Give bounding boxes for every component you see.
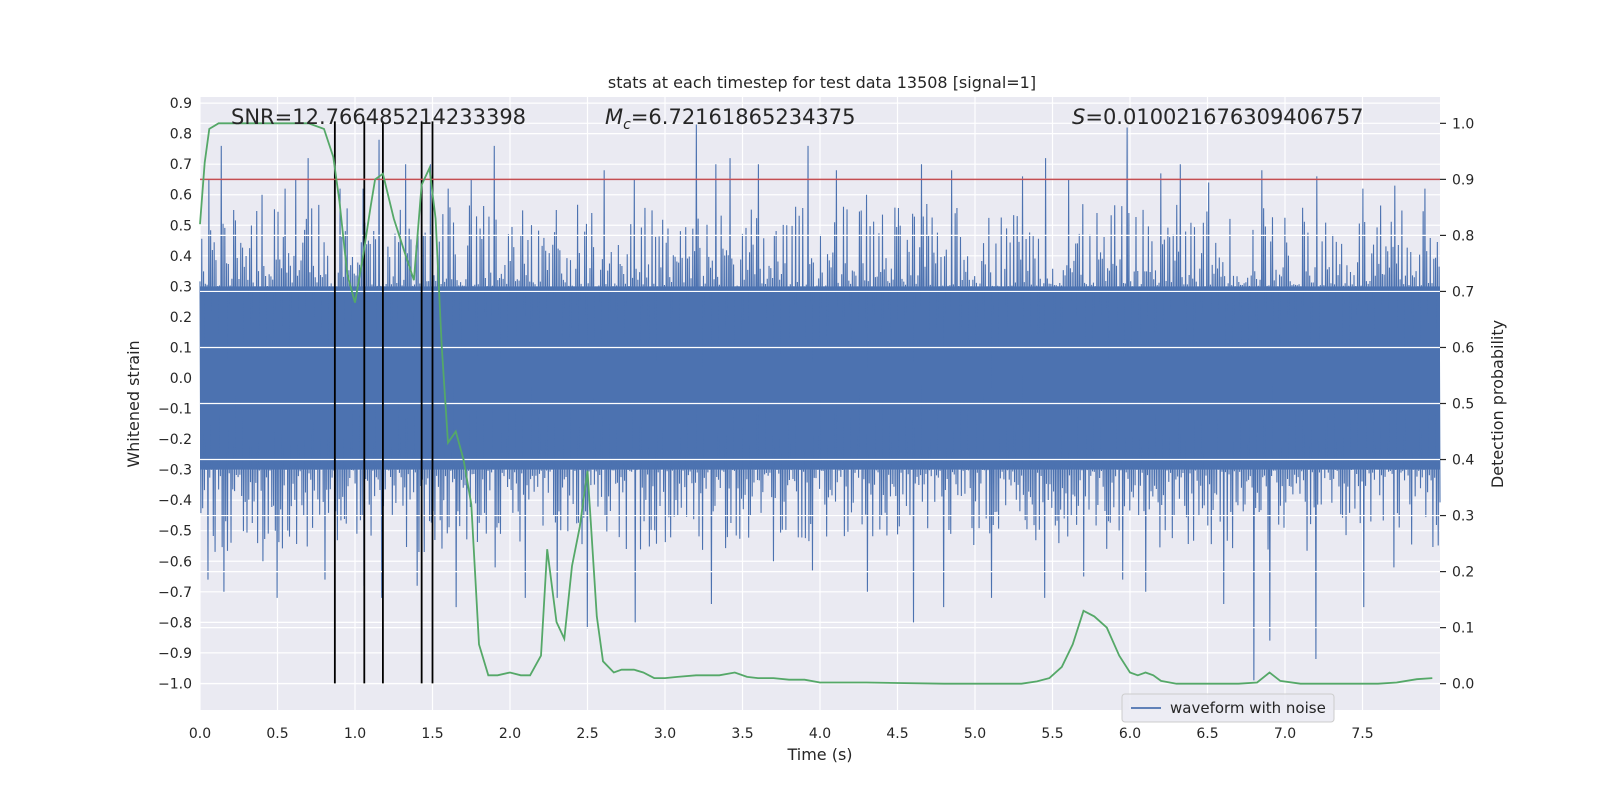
s-annotation: S=0.010021676309406757: [1072, 105, 1363, 129]
x-tick-label: 1.5: [421, 726, 443, 742]
y-tick-left-label: −0.5: [158, 524, 192, 540]
y-tick-left-label: 0.4: [170, 249, 192, 265]
y-tick-left-label: 0.7: [170, 157, 192, 173]
chirp-mass-annotation: Mc=6.72161865234375: [605, 105, 856, 133]
x-tick-label: 5.5: [1041, 726, 1063, 742]
s-value: =0.010021676309406757: [1085, 105, 1363, 129]
x-tick-label: 4.0: [809, 726, 831, 742]
x-tick-label: 7.0: [1274, 726, 1296, 742]
y-tick-left-label: 0.3: [170, 279, 192, 295]
snr-annotation: SNR=12.766485214233398: [231, 105, 526, 129]
y-tick-left-label: 0.2: [170, 310, 192, 326]
chirp-mass-value: =6.72161865234375: [631, 105, 856, 129]
x-axis-label: Time (s): [786, 745, 852, 764]
y-tick-left-label: −0.6: [158, 554, 192, 570]
y-tick-left-label: 0.6: [170, 188, 192, 204]
y-tick-left-label: −0.1: [158, 402, 192, 418]
y-tick-left-label: 0.1: [170, 340, 192, 356]
y-tick-right-label: 0.6: [1452, 340, 1474, 356]
x-tick-label: 7.5: [1351, 726, 1373, 742]
x-tick-label: 6.5: [1196, 726, 1218, 742]
x-tick-label: 3.0: [654, 726, 676, 742]
y-tick-left-label: 0.0: [170, 371, 192, 387]
y-tick-right-label: 0.9: [1452, 172, 1474, 188]
y-tick-right-label: 1.0: [1452, 116, 1474, 132]
legend-label-waveform: waveform with noise: [1170, 699, 1326, 717]
y-tick-left-label: 0.5: [170, 218, 192, 234]
y-tick-left-label: −0.2: [158, 432, 192, 448]
x-tick-label: 2.0: [499, 726, 521, 742]
x-tick-label: 0.5: [266, 726, 288, 742]
y-tick-left-label: −0.9: [158, 646, 192, 662]
x-tick-label: 4.5: [886, 726, 908, 742]
y-tick-left-label: −1.0: [158, 676, 192, 692]
x-tick-label: 0.0: [189, 726, 211, 742]
chart-title: stats at each timestep for test data 135…: [608, 73, 1036, 92]
x-axis-ticks: 0.0 0.5 1.0 1.5 2.0 2.5 3.0 3.5 4.0 4.5 5.0 5.5 6.0 6…: [189, 726, 1374, 742]
y-axis-left-label: Whitened strain: [124, 340, 143, 467]
y-tick-left-label: 0.8: [170, 127, 192, 143]
y-tick-right-label: 0.2: [1452, 565, 1474, 581]
chart: stats at each timestep for test data 135…: [0, 0, 1600, 800]
s-symbol: S: [1072, 105, 1085, 129]
y-tick-right-label: 0.5: [1452, 397, 1474, 413]
y-axis-left-ticks: 0.9 0.8 0.7 0.6 0.5 0.4 0.3 0.2 0.1 0.0 −0.1 −0.2 −0…: [158, 96, 192, 692]
y-tick-right-label: 0.0: [1452, 677, 1474, 693]
y-axis-right-ticks: 1.0 0.9 0.8 0.7 0.6 0.5 0.4 0.3 0.2 0.1 0.0: [1440, 116, 1474, 692]
y-tick-left-label: −0.4: [158, 493, 192, 509]
x-tick-label: 3.5: [731, 726, 753, 742]
y-tick-left-label: −0.3: [158, 463, 192, 479]
chirp-mass-symbol: M: [605, 105, 623, 129]
x-tick-label: 2.5: [576, 726, 598, 742]
x-tick-label: 5.0: [964, 726, 986, 742]
x-tick-label: 1.0: [344, 726, 366, 742]
legend[interactable]: waveform with noise: [1122, 694, 1334, 722]
y-tick-left-label: −0.8: [158, 615, 192, 631]
y-tick-right-label: 0.8: [1452, 228, 1474, 244]
y-tick-right-label: 0.3: [1452, 509, 1474, 525]
y-tick-right-label: 0.4: [1452, 453, 1474, 469]
y-tick-right-label: 0.7: [1452, 284, 1474, 300]
y-tick-left-label: −0.7: [158, 585, 192, 601]
y-tick-left-label: 0.9: [170, 96, 192, 112]
y-tick-right-label: 0.1: [1452, 621, 1474, 637]
x-tick-label: 6.0: [1119, 726, 1141, 742]
y-axis-right-label: Detection probability: [1488, 320, 1507, 488]
